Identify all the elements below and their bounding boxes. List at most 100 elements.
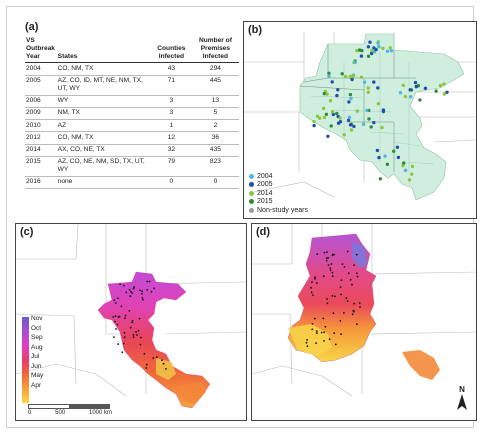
outbreak-point	[146, 289, 149, 291]
outbreak-points	[112, 280, 167, 370]
outbreak-point	[114, 315, 117, 317]
table-header-row: VS Outbreak Year States Counties Infecte…	[25, 37, 239, 64]
outbreak-point	[352, 124, 356, 129]
outbreak-point	[351, 313, 354, 316]
outbreak-point	[442, 92, 447, 96]
surface-accent-south	[176, 382, 206, 404]
outbreak-point	[325, 259, 328, 262]
cell-states: CO, NM, TX	[56, 131, 151, 145]
panel-b-point-map: (b) 2004 2005	[243, 21, 477, 219]
outbreak-point	[381, 46, 385, 51]
outbreak-point	[403, 94, 408, 99]
table-row: 2004 CO, NM, TX 43 294	[25, 62, 239, 76]
outbreak-point	[320, 331, 323, 334]
outbreak-point	[358, 302, 361, 305]
month-label: Apr	[31, 381, 42, 389]
legend-dot	[249, 207, 254, 213]
cell-year: 2005	[25, 75, 57, 96]
outbreak-point	[316, 332, 318, 335]
outbreak-point	[315, 330, 318, 332]
table-row: 2006 WY 3 13	[25, 95, 239, 108]
outbreak-point	[376, 86, 380, 90]
outbreak-point	[340, 279, 343, 282]
panel-label-b: (b)	[248, 24, 263, 36]
outbreak-point	[442, 82, 446, 86]
outbreak-point	[392, 149, 396, 153]
outbreak-point	[323, 331, 326, 334]
outbreak-point	[347, 100, 351, 104]
outbreak-point	[141, 292, 143, 295]
outbreak-point	[311, 323, 314, 325]
outbreak-point	[116, 323, 119, 326]
outbreak-point	[396, 155, 401, 160]
outbreak-point	[356, 275, 359, 278]
cell-counties: 0	[150, 176, 192, 190]
outbreak-point	[343, 312, 345, 314]
outbreak-point	[153, 287, 156, 290]
outbreak-point	[402, 161, 406, 165]
outbreak-point	[403, 168, 408, 172]
cell-states: WY	[56, 95, 151, 108]
outbreak-point	[331, 254, 334, 257]
outbreak-point	[343, 266, 346, 268]
outbreak-point	[322, 275, 325, 278]
outbreak-point	[129, 326, 132, 329]
outbreak-point	[331, 271, 334, 274]
outbreak-point	[349, 278, 352, 281]
month-labels: Nov Oct Sep Aug Jul Jun May Apr	[31, 314, 43, 390]
outbreak-point	[137, 329, 140, 332]
outbreak-point	[139, 343, 142, 346]
outbreak-point	[122, 284, 125, 287]
outbreak-point	[312, 123, 316, 128]
north-arrow-label: N	[459, 385, 465, 394]
outbreak-point	[306, 345, 309, 348]
cell-counties: 3	[150, 107, 192, 121]
outbreak-point	[327, 257, 329, 259]
outbreak-point	[359, 306, 361, 308]
outbreak-point	[401, 83, 405, 87]
figure-frame: (a) VS Outbreak Year States Counties Inf…	[6, 6, 477, 428]
outbreak-point	[346, 300, 349, 302]
table-row: 2012 CO, NM, TX 12 36	[25, 131, 239, 145]
outbreak-point	[361, 122, 366, 126]
outbreak-point	[342, 133, 346, 137]
scale-label: 0	[28, 410, 32, 416]
table-row: 2016 none 0 0	[25, 176, 239, 190]
cell-states: none	[56, 176, 151, 190]
legend-years: 2004 2005 2014 2015 Non-study years	[249, 172, 308, 215]
cell-states: NM, TX	[56, 107, 151, 121]
outbreak-point	[357, 48, 362, 52]
outbreak-point	[113, 299, 116, 301]
outbreak-point	[139, 289, 141, 292]
legend-dot	[249, 173, 254, 179]
outbreak-point	[328, 99, 333, 103]
outbreak-point	[121, 351, 124, 354]
outbreak-point	[369, 125, 373, 129]
outbreak-point	[119, 283, 122, 286]
outbreak-point	[355, 49, 359, 53]
month-label: Sep	[31, 334, 43, 341]
map-b	[244, 22, 476, 218]
table-body: 2004 CO, NM, TX 43 294 2005 AZ, CO, ID, MT, N…	[25, 62, 239, 190]
outbreak-point	[329, 267, 332, 269]
outbreak-point	[132, 334, 135, 336]
outbreak-point	[329, 124, 333, 128]
outbreak-point	[333, 253, 335, 256]
outbreak-point	[381, 109, 386, 114]
outbreak-point	[117, 297, 119, 300]
outbreak-point	[331, 275, 334, 278]
outbreak-point	[343, 74, 348, 79]
cell-counties: 1	[150, 119, 192, 133]
outbreak-point	[377, 45, 381, 49]
legend-item: 2015	[249, 198, 308, 207]
cell-year: 2015	[25, 156, 57, 177]
outbreak-point	[418, 98, 422, 102]
outbreak-point	[145, 363, 148, 366]
outbreak-point	[346, 118, 351, 122]
outbreak-point	[414, 84, 418, 89]
cell-premises: 0	[191, 176, 239, 190]
outbreak-point	[138, 317, 141, 320]
outbreak-point	[368, 40, 372, 44]
outbreak-point	[122, 342, 125, 345]
month-label: Jun	[31, 362, 42, 370]
